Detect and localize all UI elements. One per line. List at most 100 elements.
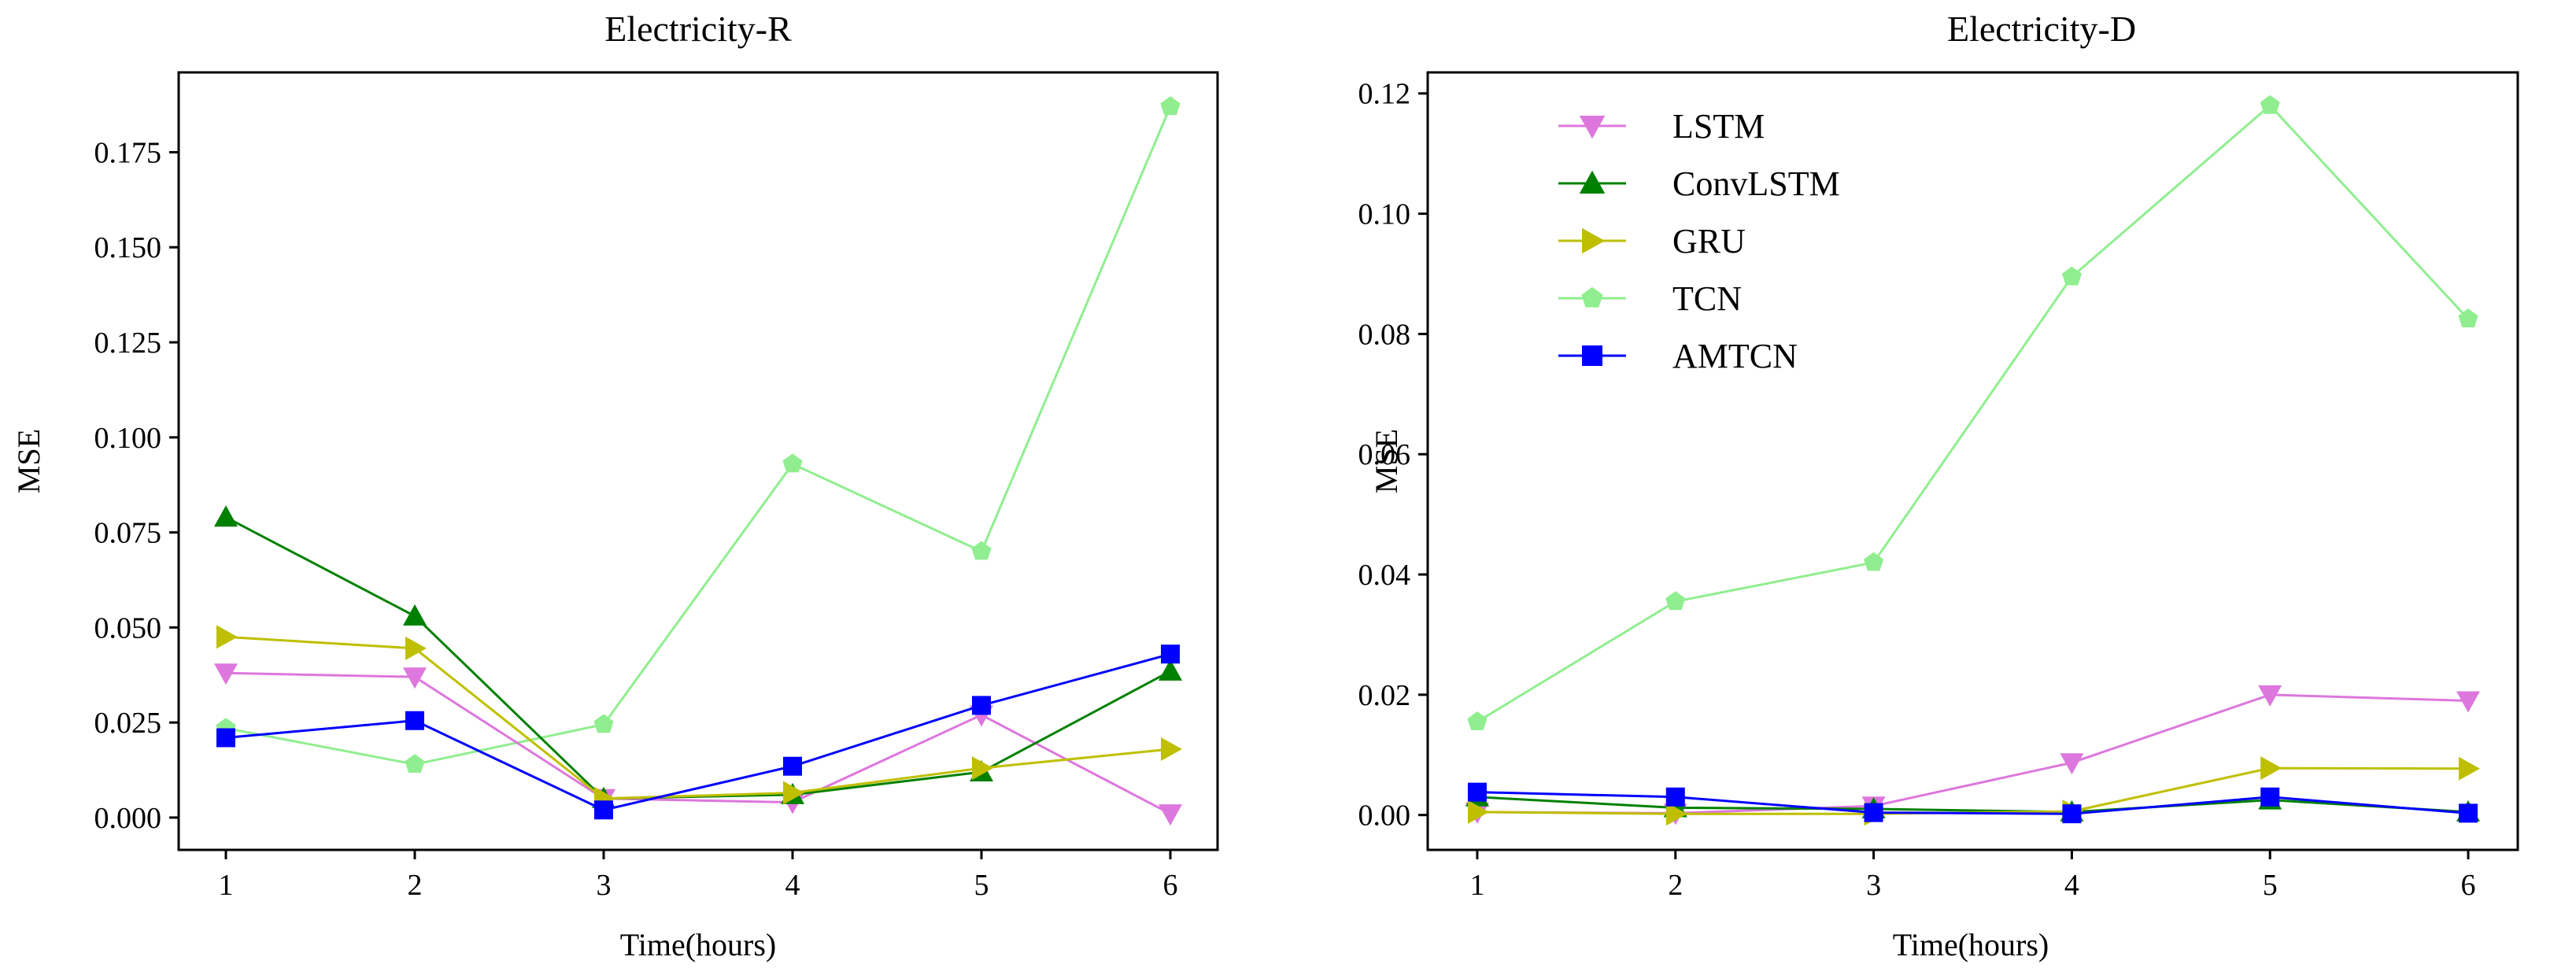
- legend-label-lstm: LSTM: [1672, 107, 1765, 146]
- data-point-gru: [2260, 756, 2282, 781]
- series-line-tcn: [225, 105, 1172, 766]
- y-axis: 0.00 0.02 0.04 0.06 0.08 0.10 0.12: [1358, 78, 1428, 833]
- data-point-lstm: [2456, 691, 2480, 713]
- series-line-lstm: [225, 671, 1171, 815]
- data-point-amtcn: [594, 800, 613, 820]
- legend-marker-convlstm: [1579, 170, 1606, 194]
- legend-label-gru: GRU: [1672, 222, 1746, 260]
- series-line-gru: [1476, 766, 2469, 815]
- data-point-convlstm: [1159, 659, 1182, 681]
- data-point-amtcn: [405, 711, 424, 730]
- data-point-amtcn: [2459, 803, 2478, 823]
- data-point-gru: [1665, 802, 1687, 826]
- y-tick-label: 0.075: [94, 517, 162, 550]
- y-tick-label: 0.025: [94, 707, 162, 740]
- data-point-amtcn: [1864, 803, 1883, 822]
- chart-title: Electricity-R: [604, 9, 792, 49]
- plot-frame: [1426, 71, 2519, 851]
- data-point-gru: [783, 781, 804, 805]
- data-point-gru: [1161, 737, 1182, 761]
- data-point-amtcn: [216, 728, 235, 748]
- series-group: [214, 96, 1182, 826]
- x-tick-label: 3: [1866, 869, 1881, 902]
- legend-label-amtcn: AMTCN: [1672, 337, 1798, 375]
- x-tick-label: 4: [785, 869, 800, 902]
- legend-marker-amtcn: [1582, 345, 1602, 366]
- y-tick-label: 0.00: [1358, 800, 1411, 833]
- y-axis-label: MSE: [11, 429, 46, 493]
- y-tick-label: 0.04: [1358, 559, 1411, 592]
- legend-label-tcn: TCN: [1672, 279, 1742, 318]
- data-point-lstm: [214, 663, 238, 685]
- legend-marker-lstm: [1579, 116, 1606, 139]
- data-point-convlstm: [403, 604, 427, 626]
- x-tick-label: 3: [597, 869, 612, 902]
- data-point-amtcn: [1665, 787, 1685, 807]
- series-line-amtcn: [225, 652, 1171, 811]
- y-tick-label: 0.08: [1358, 318, 1411, 351]
- x-tick-label: 6: [1163, 869, 1178, 902]
- y-tick-label: 0.125: [94, 327, 162, 360]
- x-tick-label: 4: [2064, 869, 2079, 902]
- y-tick-label: 0.100: [94, 422, 162, 455]
- y-tick-label: 0.000: [94, 802, 162, 835]
- x-axis: 1 2 3 4 5 6: [219, 850, 1178, 902]
- series-line-gru: [225, 635, 1171, 800]
- data-point-gru: [405, 636, 427, 660]
- y-tick-label: 0.150: [94, 231, 162, 264]
- data-point-lstm: [1159, 804, 1182, 826]
- data-point-tcn: [1467, 711, 1488, 730]
- data-point-tcn: [2458, 308, 2478, 327]
- data-point-amtcn: [783, 756, 802, 776]
- plot-frame: [177, 71, 1219, 851]
- data-point-amtcn: [972, 696, 991, 715]
- x-tick-label: 1: [1469, 869, 1484, 902]
- chart-title: Electricity-D: [1947, 9, 2136, 49]
- data-point-amtcn: [1467, 782, 1487, 802]
- series-line-convlstm: [1476, 796, 2469, 814]
- series-line-amtcn: [1476, 791, 2469, 815]
- x-tick-label: 5: [2263, 869, 2278, 902]
- data-point-gru: [216, 625, 238, 649]
- y-tick-label: 0.02: [1358, 679, 1411, 712]
- y-axis-label: MSE: [1369, 429, 1404, 493]
- data-point-tcn: [1864, 552, 1884, 571]
- series-group: [1465, 94, 2480, 826]
- series-line-tcn: [1476, 103, 2470, 723]
- y-tick-label: 0.12: [1358, 78, 1411, 111]
- legend-marker-gru: [1582, 227, 1606, 254]
- data-point-tcn: [2260, 94, 2280, 114]
- legend: LSTM ConvLSTM GRU TCN AMTCN: [1558, 107, 1840, 375]
- data-point-tcn: [971, 541, 992, 560]
- data-point-gru: [972, 756, 993, 781]
- x-axis: 1 2 3 4 5 6: [1469, 850, 2476, 902]
- data-point-gru: [1468, 800, 1489, 824]
- data-point-tcn: [593, 714, 614, 733]
- data-point-lstm: [2060, 753, 2084, 775]
- data-point-tcn: [1665, 591, 1686, 611]
- x-tick-label: 2: [408, 869, 423, 902]
- y-tick-label: 0.10: [1358, 198, 1411, 231]
- panel-electricity-r: Electricity-R 1 2 3 4 5 6 0.000 0.025 0.050 0.07…: [11, 9, 1219, 962]
- data-point-amtcn: [2062, 804, 2082, 824]
- y-tick-label: 0.050: [94, 611, 162, 644]
- data-point-amtcn: [1161, 644, 1180, 664]
- data-point-lstm: [2258, 685, 2282, 707]
- x-tick-label: 2: [1668, 869, 1683, 902]
- x-axis-label: Time(hours): [1893, 927, 2049, 962]
- y-tick-label: 0.06: [1358, 438, 1411, 471]
- y-axis: 0.000 0.025 0.050 0.075 0.100 0.125 0.150 0.175: [94, 136, 179, 835]
- x-tick-label: 1: [219, 869, 234, 902]
- x-axis-label: Time(hours): [620, 927, 777, 962]
- data-point-gru: [2459, 756, 2480, 781]
- y-tick-label: 0.175: [94, 136, 162, 169]
- legend-label-convlstm: ConvLSTM: [1672, 164, 1840, 203]
- data-point-tcn: [405, 754, 425, 773]
- data-point-tcn: [782, 453, 803, 473]
- legend-marker-tcn: [1581, 286, 1603, 308]
- x-tick-label: 5: [974, 869, 989, 902]
- data-point-tcn: [2061, 266, 2082, 286]
- data-point-lstm: [403, 667, 427, 689]
